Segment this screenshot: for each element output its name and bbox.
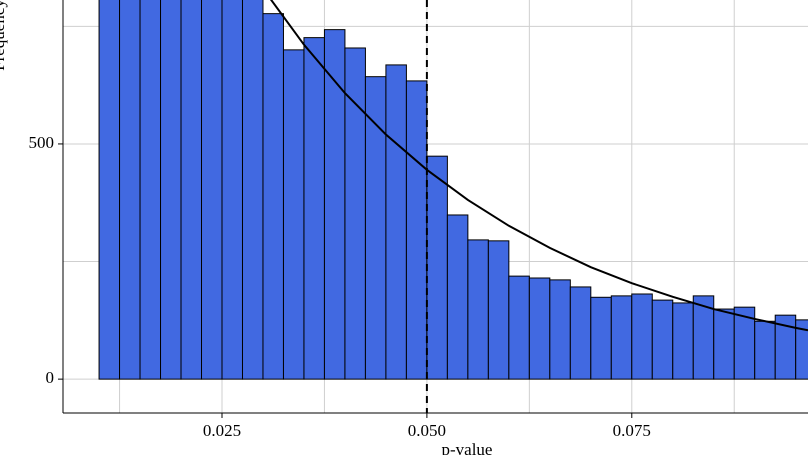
plot-area xyxy=(98,0,808,413)
bar xyxy=(180,0,203,380)
bar xyxy=(385,64,407,380)
bar xyxy=(631,293,653,380)
bar xyxy=(508,275,530,380)
bar xyxy=(795,319,808,380)
bar xyxy=(610,295,633,380)
bar xyxy=(467,239,489,380)
bar xyxy=(590,296,612,380)
bar xyxy=(201,0,223,380)
bar xyxy=(446,214,469,380)
x-axis-label: p-value xyxy=(442,440,493,455)
bar xyxy=(713,308,735,380)
bar xyxy=(569,286,592,380)
bar xyxy=(139,0,162,380)
bar xyxy=(651,299,674,380)
bar xyxy=(426,155,448,380)
bar xyxy=(262,13,284,380)
bar xyxy=(303,37,325,380)
x-tick-label: 0.075 xyxy=(613,421,651,440)
x-tick-label: 0.025 xyxy=(203,421,241,440)
bar xyxy=(364,76,387,380)
bar xyxy=(98,0,121,380)
bar xyxy=(119,0,141,380)
x-tick-label: 0.050 xyxy=(408,421,446,440)
bar xyxy=(672,302,694,380)
bar xyxy=(549,279,571,380)
bar xyxy=(754,320,776,380)
bar xyxy=(528,277,551,380)
bar xyxy=(221,0,243,380)
y-axis-label: Frequency xyxy=(0,0,8,71)
bar xyxy=(282,49,305,380)
bar xyxy=(405,80,428,380)
bar xyxy=(160,0,182,380)
y-tick-label: 500 xyxy=(29,133,55,152)
y-tick-label: 0 xyxy=(46,368,55,387)
bar xyxy=(241,0,264,380)
axes: 0.025 0.050 0.075 0 500 xyxy=(29,0,808,440)
bar xyxy=(487,240,510,380)
density-curve xyxy=(270,0,808,332)
